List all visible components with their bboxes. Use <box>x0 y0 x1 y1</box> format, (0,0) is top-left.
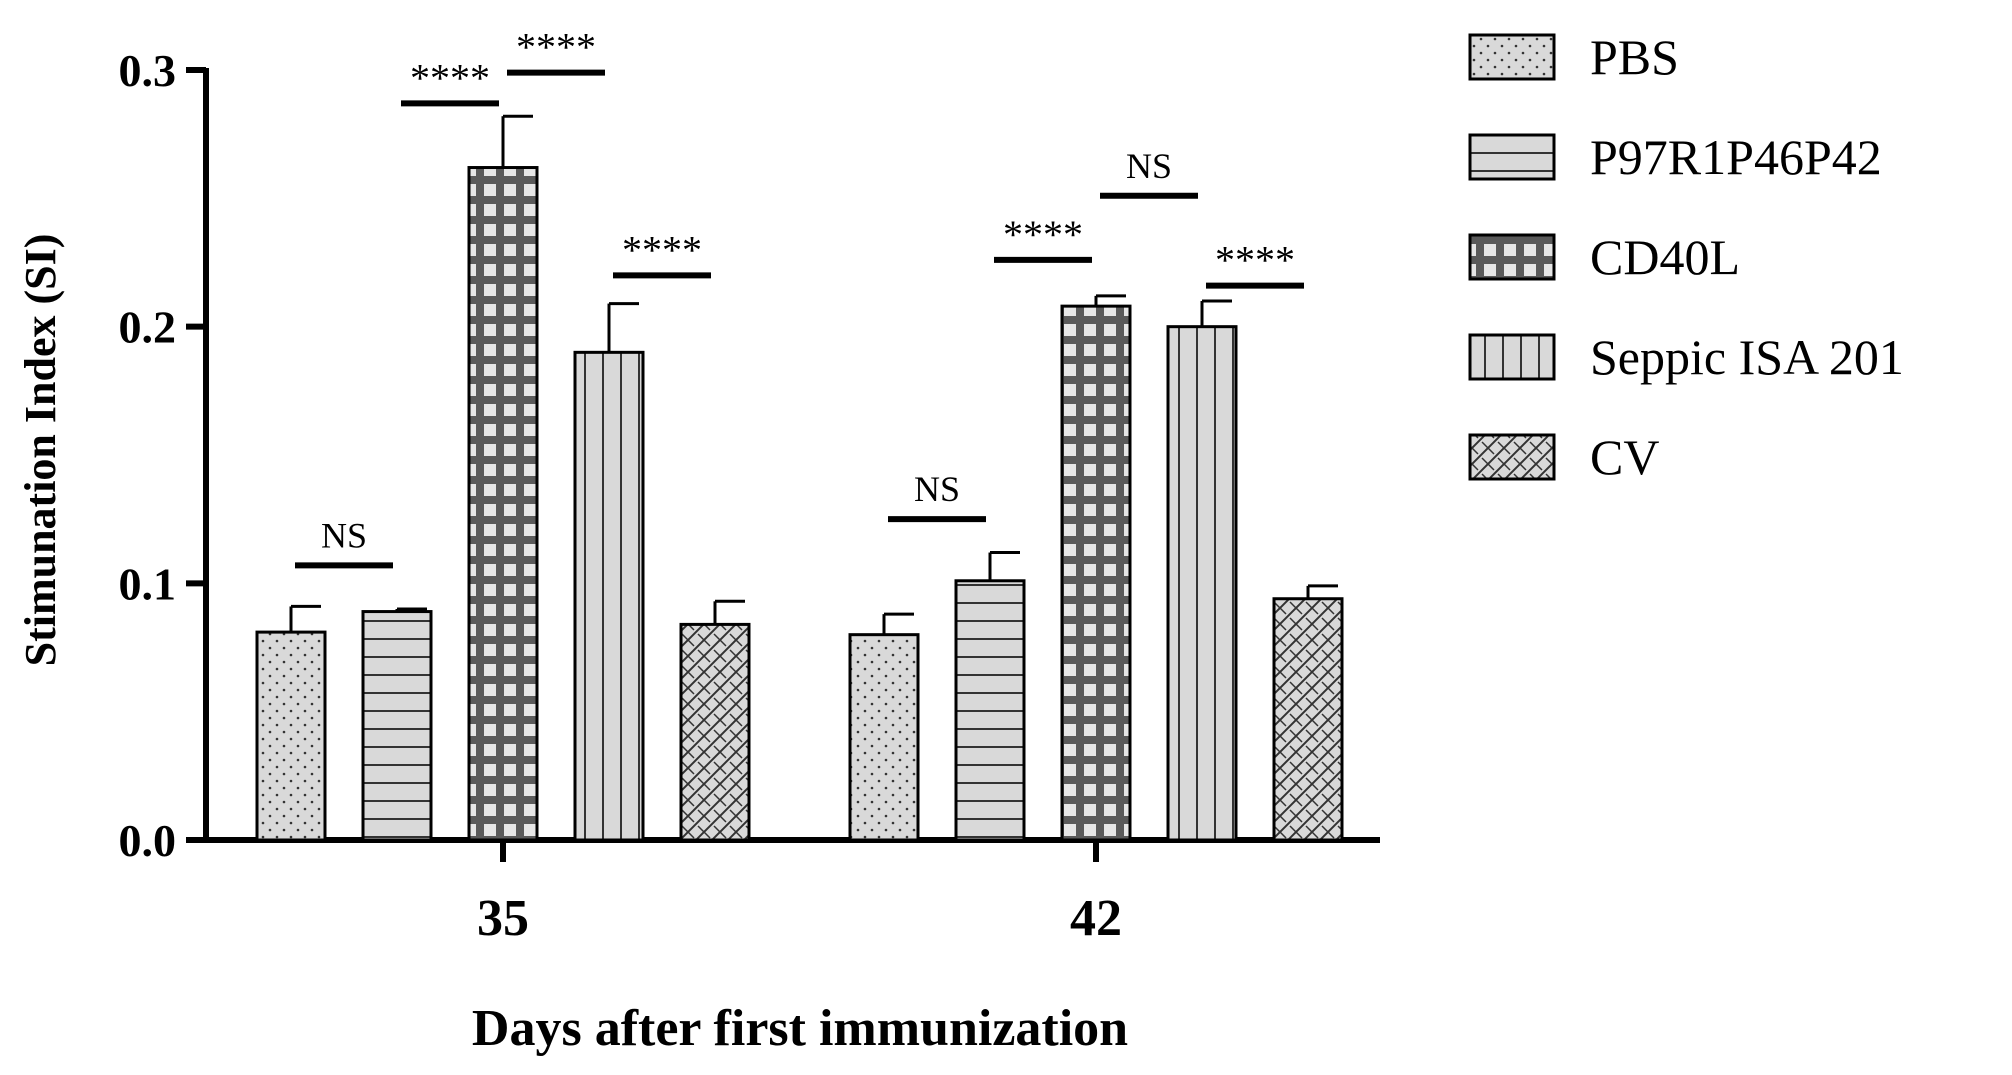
x-axis-title: Days after first immunization <box>472 1000 1128 1057</box>
bar-cd40l-42 <box>1060 304 1132 842</box>
y-tick-label: 0.1 <box>119 558 177 609</box>
legend-swatch-seppic-isa-201 <box>1468 333 1556 381</box>
legend-label: Seppic ISA 201 <box>1590 329 1904 385</box>
significance-label: NS <box>1126 146 1172 186</box>
significance-label: **** <box>1215 238 1295 283</box>
x-tick-label: 35 <box>477 890 529 947</box>
legend-label: P97R1P46P42 <box>1590 129 1882 185</box>
plot-area: 0.0 0.1 0.2 0.3 35 42 NS **** **** **** NS **** NS **… <box>119 25 1380 947</box>
y-tick-label: 0.0 <box>119 815 177 866</box>
legend-swatch-p97r1p46p42 <box>1468 133 1556 181</box>
bar-seppic-isa-201-42 <box>1166 325 1238 842</box>
legend-label: PBS <box>1590 29 1679 85</box>
bar-cv-35 <box>679 622 751 842</box>
legend-swatch-pbs <box>1468 33 1556 81</box>
legend: PBS P97R1P46P42 CD40L Seppic ISA 201 CV <box>1468 29 1904 485</box>
bar-cv-42 <box>1272 597 1344 842</box>
significance-label: NS <box>321 515 367 555</box>
legend-swatch-cv <box>1468 433 1556 481</box>
legend-swatch-cd40l <box>1468 233 1556 281</box>
significance-label: **** <box>622 227 702 272</box>
y-tick-label: 0.2 <box>119 302 177 353</box>
bar-pbs-35 <box>255 630 327 842</box>
significance-label: **** <box>410 55 490 100</box>
legend-label: CD40L <box>1590 229 1740 285</box>
bar-seppic-isa-201-35 <box>573 350 645 842</box>
bar-p97r1p46p42-42 <box>954 579 1026 842</box>
y-axis-title: Stimunation Index (SI) <box>16 234 65 667</box>
bar-p97r1p46p42-35 <box>361 610 433 842</box>
significance-label: **** <box>516 25 596 70</box>
legend-label: CV <box>1590 429 1659 485</box>
bar-cd40l-35 <box>467 166 539 842</box>
significance-label: **** <box>1003 212 1083 257</box>
bar-pbs-42 <box>848 633 920 842</box>
x-tick-label: 42 <box>1070 890 1122 947</box>
significance-label: NS <box>914 469 960 509</box>
y-tick-label: 0.3 <box>119 45 177 96</box>
